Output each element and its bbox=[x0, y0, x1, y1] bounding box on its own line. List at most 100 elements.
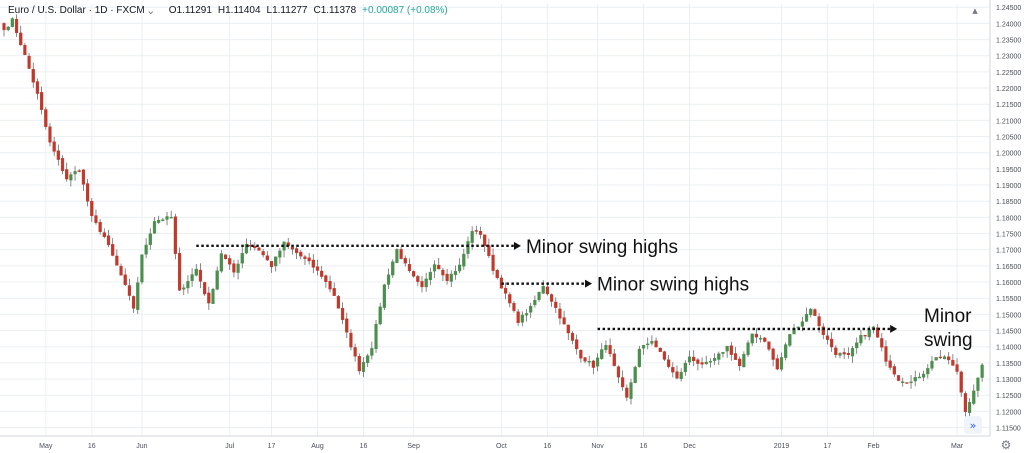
candle bbox=[972, 384, 976, 406]
candle bbox=[713, 353, 717, 365]
candle bbox=[612, 349, 616, 367]
price-tick-label: 1.22500 bbox=[996, 70, 1021, 77]
candle bbox=[579, 349, 583, 363]
candle bbox=[934, 357, 938, 361]
candle bbox=[504, 282, 508, 300]
price-tick-label: 1.17500 bbox=[996, 232, 1021, 239]
candle bbox=[524, 308, 529, 322]
candle bbox=[892, 363, 896, 377]
time-tick-label: 16 bbox=[360, 443, 368, 450]
candle bbox=[671, 362, 675, 378]
candle bbox=[980, 363, 984, 382]
price-axis-ticks: 1.24500 1.24000 1.23500 1.23000 1.22500 1.220… bbox=[996, 5, 1021, 432]
price-axis[interactable] bbox=[990, 0, 1024, 453]
candle bbox=[809, 307, 813, 318]
price-tick-label: 1.12000 bbox=[996, 409, 1021, 416]
time-tick-label: Jul bbox=[225, 443, 234, 450]
candle bbox=[94, 209, 98, 225]
candle bbox=[483, 234, 487, 253]
annotation-label: Minor swing highs bbox=[526, 237, 678, 258]
candle bbox=[654, 337, 658, 348]
candle bbox=[758, 335, 763, 343]
candle bbox=[182, 284, 186, 296]
candle bbox=[324, 274, 328, 288]
candle bbox=[955, 358, 959, 375]
candle bbox=[278, 248, 282, 264]
time-axis[interactable] bbox=[0, 436, 990, 453]
scroll-right-icon[interactable]: » bbox=[964, 416, 982, 434]
price-tick-label: 1.20500 bbox=[996, 135, 1021, 142]
price-tick-label: 1.19000 bbox=[996, 183, 1021, 190]
candle bbox=[905, 382, 909, 384]
candle bbox=[148, 228, 152, 250]
candle bbox=[591, 359, 595, 375]
candle bbox=[85, 179, 90, 207]
candle bbox=[98, 219, 102, 235]
price-tick-label: 1.16000 bbox=[996, 280, 1021, 287]
candle bbox=[554, 297, 558, 314]
candle bbox=[625, 384, 629, 402]
candle bbox=[675, 365, 679, 380]
candle bbox=[131, 295, 136, 313]
chevron-down-icon[interactable]: ⌄ bbox=[146, 3, 156, 17]
time-tick-label: Nov bbox=[591, 443, 604, 450]
candle bbox=[449, 270, 453, 287]
candle bbox=[595, 353, 600, 372]
candle bbox=[173, 213, 177, 260]
price-tick-label: 1.11500 bbox=[996, 426, 1021, 433]
candle bbox=[177, 247, 182, 292]
candle bbox=[44, 107, 48, 130]
candle bbox=[445, 268, 449, 285]
candle bbox=[462, 248, 466, 270]
price-tick-label: 1.14500 bbox=[996, 329, 1021, 336]
swing-high-annotation bbox=[501, 279, 593, 288]
candle bbox=[169, 210, 173, 219]
candle bbox=[441, 267, 445, 282]
ohlc-high: H1.11404 bbox=[217, 4, 261, 16]
time-tick-label: Feb bbox=[867, 443, 879, 450]
candle bbox=[412, 270, 416, 278]
time-tick-label: Mar bbox=[951, 443, 964, 450]
candle bbox=[106, 229, 111, 248]
candle bbox=[696, 357, 700, 371]
candle bbox=[947, 351, 951, 365]
candle bbox=[825, 329, 830, 345]
symbol-title[interactable]: Euro / U.S. Dollar · 1D · FXCM bbox=[8, 4, 145, 16]
candle bbox=[299, 249, 303, 260]
candle bbox=[913, 370, 917, 387]
candle bbox=[529, 302, 533, 319]
candle bbox=[303, 254, 307, 265]
candle bbox=[458, 258, 462, 274]
ohlc-close: C1.11378 bbox=[313, 4, 357, 16]
price-tick-label: 1.21000 bbox=[996, 118, 1021, 125]
candle bbox=[562, 310, 566, 325]
annotation-label: Minor bbox=[924, 306, 972, 327]
candle bbox=[838, 352, 842, 359]
candle bbox=[738, 356, 742, 371]
price-tick-label: 1.19500 bbox=[996, 167, 1021, 174]
candle bbox=[336, 294, 340, 309]
candle bbox=[474, 225, 478, 235]
candle bbox=[416, 274, 420, 286]
candle bbox=[600, 343, 604, 360]
candle bbox=[424, 272, 428, 292]
candle bbox=[198, 263, 203, 289]
settings-gear-icon[interactable]: ⚙ bbox=[1000, 438, 1012, 452]
candle bbox=[575, 334, 579, 355]
candle bbox=[558, 303, 562, 325]
collapse-icon[interactable]: ▴ bbox=[972, 3, 978, 17]
candle bbox=[520, 311, 524, 327]
time-tick-label: 17 bbox=[824, 443, 832, 450]
candle bbox=[403, 255, 407, 267]
candle bbox=[583, 356, 587, 364]
candle bbox=[942, 355, 947, 360]
candle bbox=[692, 350, 696, 367]
candle bbox=[499, 274, 504, 289]
candle bbox=[453, 265, 458, 280]
candle bbox=[115, 249, 119, 266]
candle bbox=[742, 351, 746, 368]
candle bbox=[295, 246, 299, 259]
candle bbox=[374, 320, 378, 353]
candle bbox=[152, 217, 157, 234]
